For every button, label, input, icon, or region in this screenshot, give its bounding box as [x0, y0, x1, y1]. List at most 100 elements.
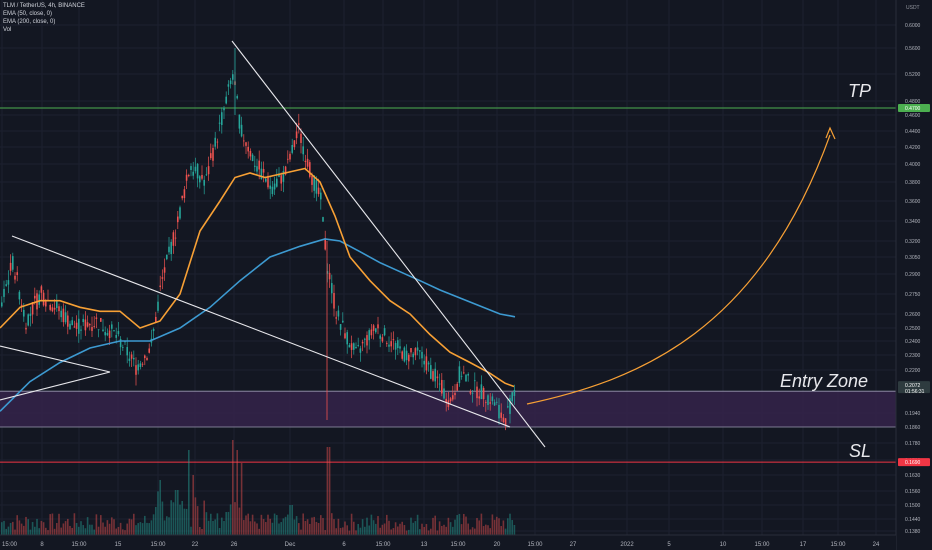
candle-body	[388, 344, 390, 347]
candle-body	[9, 262, 12, 271]
candle-body	[469, 391, 472, 394]
date-tick-label: 22	[192, 542, 199, 548]
candle-body	[300, 133, 302, 143]
volume-bar	[265, 522, 267, 535]
candle-body	[25, 327, 27, 330]
candle-body	[476, 386, 478, 399]
candle-body	[23, 309, 25, 317]
candle-body	[185, 174, 188, 181]
candle-body	[309, 162, 311, 177]
volume-bar	[106, 520, 109, 535]
volume-bar	[436, 530, 439, 535]
candle-body	[394, 342, 397, 350]
candle-body	[386, 343, 388, 344]
candle-body	[232, 74, 234, 80]
candle-body	[102, 329, 104, 332]
volume-bar	[174, 490, 177, 535]
candle-body	[267, 175, 269, 188]
candle-body	[214, 137, 216, 147]
candle-body	[3, 288, 5, 297]
candle-body	[126, 347, 128, 356]
candle-body	[108, 330, 111, 339]
date-tick-label: 15:00	[150, 542, 166, 548]
candle-body	[18, 291, 21, 300]
price-tick-label: 0.4000	[905, 162, 921, 168]
candle-body	[339, 324, 342, 330]
volume-bar	[416, 514, 419, 535]
candle-body	[106, 333, 109, 336]
candle-body	[496, 401, 498, 403]
candle-body	[357, 344, 359, 346]
volume-bar	[447, 517, 450, 535]
volume-bar	[146, 522, 148, 535]
volume-bar	[474, 528, 476, 535]
candle-body	[335, 317, 337, 319]
candle-body	[45, 301, 47, 307]
volume-bar	[353, 521, 355, 535]
candle-body	[177, 216, 179, 223]
volume-bar	[317, 523, 320, 535]
candle-body	[397, 340, 399, 349]
entry-zone-label: Entry Zone	[780, 371, 868, 391]
candle-body	[172, 232, 175, 246]
volume-bar	[210, 513, 212, 535]
volume-bar	[410, 517, 412, 535]
symbol-title[interactable]: TLM / TetherUS, 4h, BINANCE	[3, 3, 85, 9]
candle-body	[128, 358, 131, 361]
indicator-ema200[interactable]: EMA (200, close, 0)	[3, 19, 56, 25]
price-tick-label: 0.4600	[905, 113, 921, 119]
volume-bar	[56, 523, 58, 535]
candle-body	[331, 283, 333, 294]
candle-body	[5, 284, 7, 286]
indicator-ema50[interactable]: EMA (50, close, 0)	[3, 11, 53, 17]
candle-body	[317, 187, 320, 195]
trend-line	[0, 345, 111, 373]
trend-line	[11, 235, 511, 428]
volume-bar	[71, 527, 73, 535]
candle-body	[368, 330, 370, 341]
date-tick-label: 26	[231, 542, 238, 548]
volume-bar	[326, 447, 329, 535]
candle-body	[489, 402, 491, 404]
volume-bar	[14, 529, 16, 535]
candle-body	[229, 80, 232, 84]
candle-body	[62, 308, 65, 323]
volume-bar	[320, 515, 322, 535]
candle-body	[353, 343, 355, 350]
volume-bar	[507, 518, 509, 535]
volume-bar	[304, 521, 307, 535]
candle-body	[333, 292, 335, 309]
volume-bar	[445, 526, 447, 535]
candle-body	[383, 328, 386, 336]
volume-bar	[249, 521, 252, 535]
volume-bar	[29, 529, 32, 535]
volume-bar	[408, 529, 410, 535]
candle-body	[401, 351, 403, 359]
volume-bar	[282, 518, 285, 535]
volume-bar	[201, 529, 203, 535]
candle-body	[436, 376, 439, 379]
candle-body	[260, 168, 263, 180]
volume-bar	[53, 528, 56, 535]
volume-bar	[276, 515, 278, 535]
trend-line	[231, 40, 546, 448]
candle-body	[320, 192, 322, 200]
indicator-volume[interactable]: Vol	[3, 27, 12, 33]
candle-body	[245, 142, 247, 146]
candle-body	[284, 166, 287, 175]
date-tick-label: 15:00	[527, 542, 543, 548]
projection-arrow	[526, 134, 831, 405]
candle-body	[201, 174, 203, 179]
candle-body	[205, 174, 208, 176]
price-tick-label: 0.2400	[905, 339, 921, 345]
time-axis	[0, 535, 896, 550]
date-tick-label: 17	[800, 542, 807, 548]
candle-body	[326, 271, 329, 274]
candle-body	[161, 277, 164, 279]
volume-bar	[267, 514, 269, 535]
volume-bar	[9, 523, 12, 535]
candle-body	[163, 267, 166, 273]
volume-bar	[190, 526, 192, 535]
